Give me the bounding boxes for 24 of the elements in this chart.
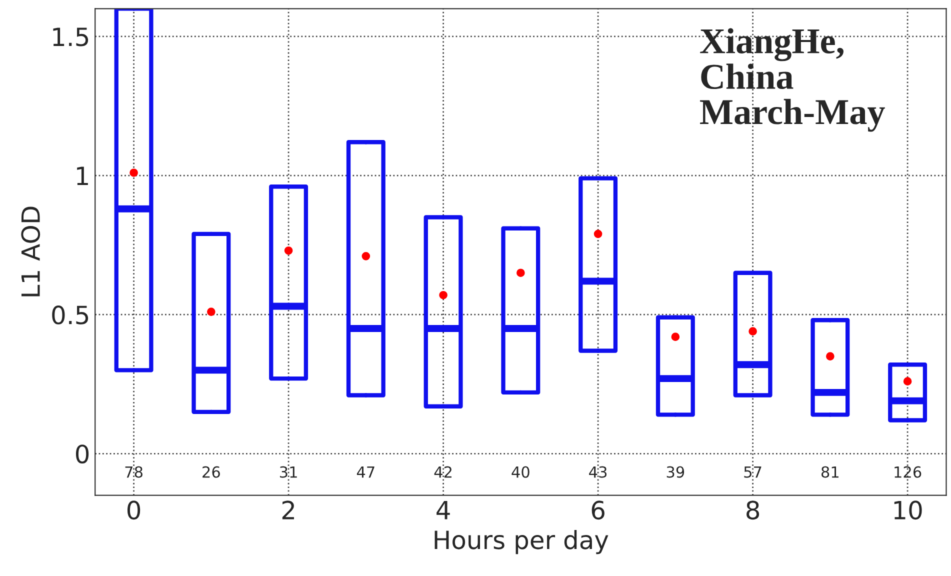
x-tick-label: 4 xyxy=(436,500,450,520)
annotation: 31 xyxy=(280,466,297,478)
x-tick-label: 8 xyxy=(746,500,760,520)
y-tick-label: 1.5 xyxy=(53,28,88,46)
y-tick-label: 0 xyxy=(76,444,89,464)
annotation: 57 xyxy=(744,466,762,478)
annotation: 126 xyxy=(894,466,922,478)
annotation: 81 xyxy=(821,466,838,478)
annotation: 47 xyxy=(356,466,374,478)
annotation: 78 xyxy=(125,466,142,478)
annotation: 42 xyxy=(434,466,452,478)
y-axis-title: L1 AOD xyxy=(21,206,40,296)
annotation: 43 xyxy=(589,466,607,478)
x-tick-label: 0 xyxy=(127,500,140,520)
x-tick-label: 6 xyxy=(592,500,604,520)
annotation: XiangHe, China March-May xyxy=(700,28,885,132)
annotation: 40 xyxy=(512,466,530,478)
y-tick-label: 1 xyxy=(77,166,88,186)
annotation: 39 xyxy=(666,466,684,478)
x-tick-label: 10 xyxy=(894,500,922,520)
x-tick-label: 2 xyxy=(282,500,294,520)
x-axis-title: Hours per day xyxy=(434,530,608,554)
annotation: 26 xyxy=(202,466,220,478)
y-tick-label: 0.5 xyxy=(52,306,88,324)
